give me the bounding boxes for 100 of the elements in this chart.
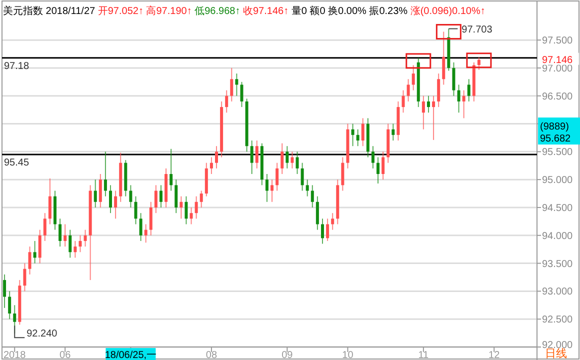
annotation: 振0.23% [366, 5, 408, 17]
candlestick [300, 162, 304, 192]
candlestick [235, 73, 238, 96]
candlestick [356, 128, 360, 147]
text: 97.146 [542, 54, 574, 66]
text: 95.682 [540, 134, 572, 145]
candlestick [58, 218, 62, 248]
candlestick [94, 179, 97, 208]
candlestick [306, 179, 309, 197]
x-tick-label: 10 [342, 350, 354, 360]
x-tick-label: 2018 [3, 350, 26, 360]
x-tick-label: 18/06/25,一 [104, 350, 157, 360]
candlestick [326, 218, 330, 242]
candlestick [114, 190, 118, 220]
annotation: 涨(0.096)0.10%↑ [408, 5, 486, 17]
candlestick [402, 90, 405, 114]
candlestick [215, 146, 218, 169]
candlestick [184, 196, 188, 225]
candlestick [462, 90, 466, 119]
candlestick [316, 196, 319, 230]
candlestick [331, 212, 334, 230]
y-tick-label: 93.000 [542, 286, 574, 298]
candlestick [225, 90, 228, 114]
candlestick [210, 156, 213, 174]
candlestick [149, 201, 152, 236]
y-tick-label: 96.500 [542, 91, 574, 102]
y-tick-label: 95.000 [542, 175, 574, 186]
candlestick [290, 151, 294, 169]
candlestick [240, 81, 244, 108]
candlestick [38, 229, 42, 264]
annotation: 美元指数 [3, 5, 43, 17]
candlestick [406, 78, 410, 102]
candlestick [144, 224, 148, 244]
candlestick [457, 84, 460, 114]
candlestick [230, 67, 234, 102]
text: 日线 [545, 347, 567, 360]
candlestick [265, 174, 268, 202]
candlestick [174, 179, 178, 214]
y-tick-label: 97.500 [542, 36, 574, 47]
candlestick [159, 184, 162, 208]
candlestick [43, 212, 46, 242]
ref-line-label: 97.18 [4, 60, 30, 72]
annotation: 开97.052↑ [95, 6, 144, 17]
x-tick-label: 11 [418, 350, 430, 360]
candlestick [170, 148, 173, 192]
candlestick [276, 162, 279, 192]
candlestick [296, 151, 299, 174]
y-tick-label: 94.500 [542, 202, 574, 214]
candlestick [376, 156, 380, 184]
candlestick [33, 240, 36, 264]
annotation: 额0 [306, 5, 326, 17]
y-tick-label: 94.000 [542, 230, 574, 242]
y-tick-label: 95.500 [542, 147, 574, 158]
candlestick [422, 95, 425, 130]
candlestick [452, 62, 456, 96]
candlestick [134, 196, 138, 225]
candlestick [341, 156, 344, 192]
annotation: 高97.190↑ [143, 5, 192, 17]
candlestick [320, 218, 324, 244]
candlestick [361, 118, 364, 147]
candlestick [280, 142, 284, 174]
candlestick [3, 274, 6, 308]
candlestick [68, 229, 72, 258]
candlestick [64, 224, 67, 248]
candlestick [467, 78, 470, 102]
candlestick [382, 151, 385, 180]
candlestick [392, 123, 395, 142]
candlestick [351, 123, 354, 147]
candlestick [255, 140, 258, 169]
candlestick [28, 246, 32, 275]
annotation: 低96.968↑ [192, 6, 240, 17]
annotation: 量0 [288, 6, 308, 17]
candlestick [250, 140, 254, 174]
x-tick-label: 12 [488, 350, 500, 360]
candlestick [180, 196, 183, 220]
candlestick [98, 174, 102, 208]
x-tick-label: 08 [206, 350, 218, 360]
annotation: 97.703 [462, 24, 493, 36]
candlestick [371, 146, 374, 169]
candlestick [84, 229, 87, 248]
annotation: 92.240 [26, 328, 58, 340]
candlestick [286, 146, 289, 169]
candlestick [74, 240, 77, 258]
text: (9889) [540, 122, 569, 133]
x-tick-label: 09 [282, 350, 294, 360]
annotation: 换0.00% [325, 5, 367, 17]
candlestick [442, 31, 446, 86]
candlestick [23, 262, 26, 292]
candlestick [139, 212, 142, 242]
candlestick [412, 64, 415, 91]
candlestick [200, 190, 203, 208]
candlestick [426, 95, 430, 114]
y-tick-label: 97.000 [542, 63, 574, 74]
candlestick [109, 184, 112, 214]
annotation: 2018/11/27 [43, 6, 96, 17]
annotation: 收97.146↑ [240, 6, 289, 17]
y-tick-label: 92.500 [542, 314, 574, 326]
candlestick [190, 206, 193, 225]
candlestick [310, 184, 314, 208]
x-tick-label: 06 [60, 350, 72, 360]
